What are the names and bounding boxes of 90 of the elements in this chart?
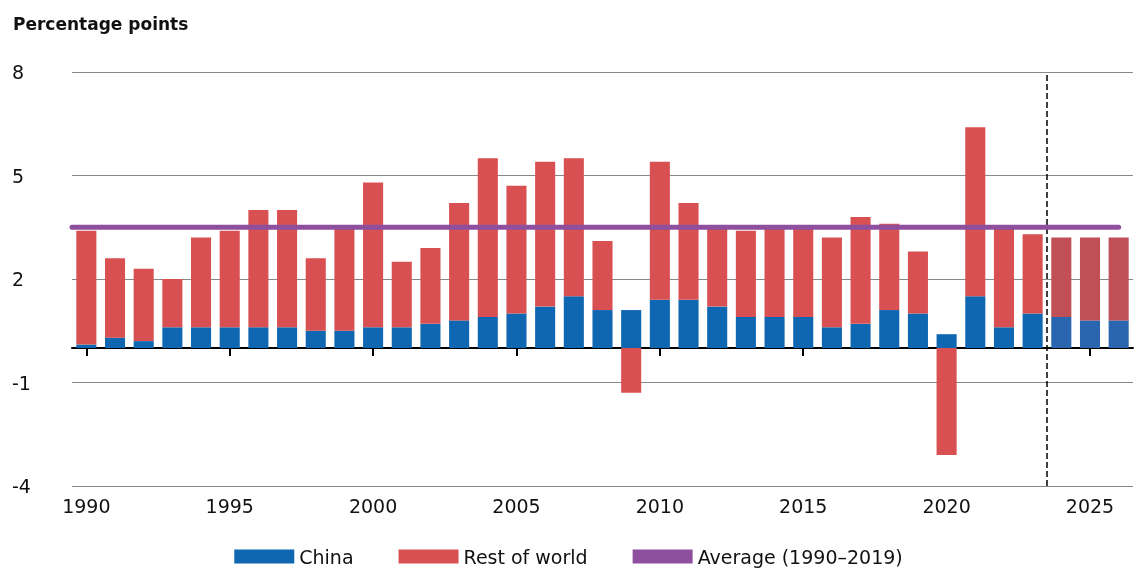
bar (162, 279, 183, 328)
y-tick-label: -1 (12, 371, 31, 394)
bar (1051, 316, 1072, 348)
y-tick-label: 8 (12, 61, 25, 83)
bar (420, 323, 441, 348)
bar (649, 161, 670, 300)
bar (391, 327, 412, 348)
bar (334, 330, 355, 348)
bar (621, 348, 642, 393)
bar (678, 299, 699, 348)
y-tick-label: -4 (12, 475, 31, 497)
bar (649, 299, 670, 348)
bar (965, 296, 986, 348)
bar (850, 323, 871, 348)
bar (477, 316, 498, 348)
bar (821, 237, 842, 328)
bar (277, 210, 298, 328)
legend-label: China (299, 545, 354, 568)
bar (850, 216, 871, 324)
bar (707, 227, 728, 307)
bar (907, 313, 928, 348)
bar (506, 313, 527, 348)
bar (449, 320, 470, 348)
bar (219, 327, 240, 348)
bar (104, 337, 126, 348)
bar (535, 161, 556, 307)
bar (1079, 320, 1101, 348)
bar (1108, 237, 1129, 321)
bar (1051, 237, 1072, 317)
bar (1022, 313, 1043, 348)
bar (363, 182, 384, 328)
bar (133, 268, 154, 342)
bar (1079, 237, 1101, 321)
bar (936, 334, 957, 348)
bar (191, 237, 212, 328)
y-axis-title: Percentage points (13, 13, 189, 34)
bar (563, 158, 584, 297)
bar (907, 251, 928, 314)
bar (535, 306, 556, 348)
bar (191, 327, 212, 348)
x-tick-label: 2000 (348, 494, 398, 517)
x-tick-label: 2005 (492, 494, 541, 517)
bar (104, 258, 126, 338)
x-tick-label: 1990 (62, 494, 111, 517)
bar (334, 227, 355, 331)
x-tick-label: 2015 (779, 494, 828, 517)
bar (621, 310, 642, 348)
bar (592, 241, 613, 311)
legend-label: Average (1990–2019) (697, 545, 903, 568)
bar (563, 296, 584, 348)
x-tick-label: 2020 (922, 494, 971, 517)
bar (219, 230, 240, 328)
bar (678, 203, 699, 300)
bar (133, 341, 154, 348)
bar (707, 306, 728, 348)
bar (936, 348, 957, 455)
x-tick-label: 2025 (1065, 494, 1115, 517)
legend-label: Rest of world (463, 545, 588, 568)
bar (965, 127, 986, 297)
bar (162, 327, 183, 348)
bar (305, 330, 326, 348)
bar (735, 230, 756, 317)
bar (1108, 320, 1129, 348)
bar (821, 327, 842, 348)
bar (277, 327, 298, 348)
x-tick-label: 1995 (205, 494, 254, 517)
bar (879, 310, 900, 348)
bar (506, 185, 527, 314)
x-tick-label: 2010 (635, 494, 685, 517)
bar (793, 227, 814, 317)
y-tick-label: 2 (12, 268, 25, 290)
bar (793, 316, 814, 348)
bar (76, 230, 97, 345)
bar (248, 210, 269, 328)
bar (879, 223, 900, 311)
bar (764, 316, 785, 348)
y-tick-label: 5 (12, 164, 25, 187)
bar (363, 327, 384, 348)
bar (305, 258, 326, 331)
bar (420, 247, 441, 324)
bar (248, 327, 269, 348)
bar (993, 227, 1014, 328)
bar (391, 261, 412, 328)
bar (993, 327, 1014, 348)
bar (592, 310, 613, 348)
bar (735, 316, 756, 348)
bar (477, 158, 498, 317)
bar (764, 227, 785, 317)
bar (449, 203, 470, 321)
bar (1022, 234, 1043, 314)
